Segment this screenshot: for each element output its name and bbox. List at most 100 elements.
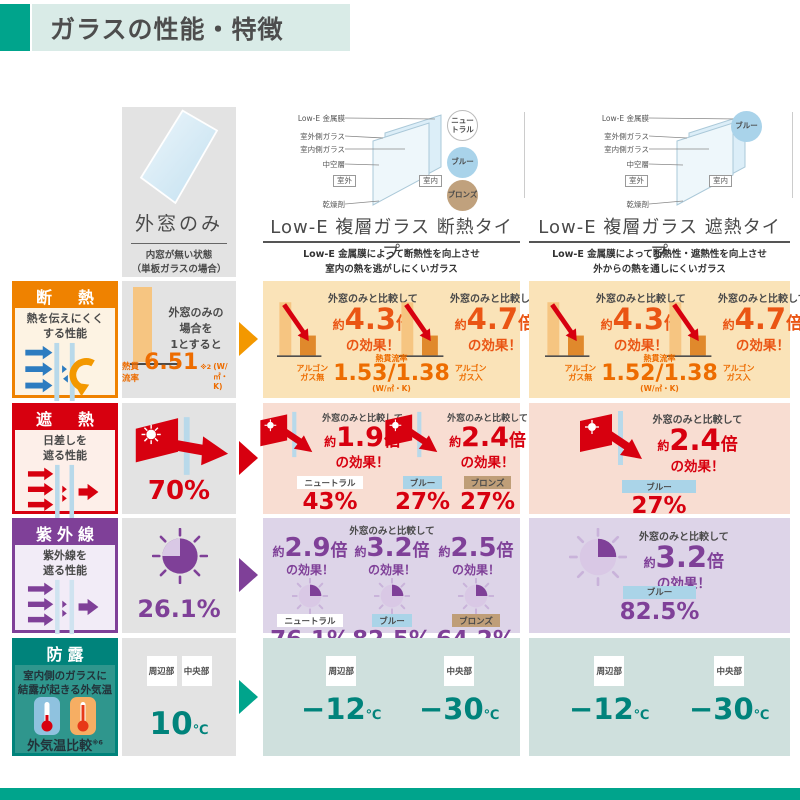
effect-block: 外窓のみと比較して 約 4.7 倍 の効果！ [667,290,800,370]
result-blue: ブルー 27% [395,476,450,515]
cell-condensation-outer: 周辺部 中央部 10 ℃ [122,638,236,756]
swatch-blue: ブルー [731,111,762,142]
cell-uv-shield: 外窓のみと比較して 約 3.2 倍 の効果！ ブルー 82.5% [529,518,790,633]
insulation-icon [25,342,95,401]
edge-label-box: 周辺部 [594,656,625,686]
column-header-shield: Low-E 金属膜 室外側ガラス 室内側ガラス 中空層 乾燥剤 室外 室内 ブル… [529,107,790,277]
center-label-box: 中央部 [181,656,212,686]
outer-column-title: 外窓のみ [134,212,223,235]
result-blue: ブルー 27% [622,480,696,519]
cell-uv-outer: 26.1% [122,518,236,633]
diagram-label-air-layer: 中空層 [322,160,346,169]
solar-gain-outer-value: 70% [147,476,211,506]
glazing-pane-graphic [345,114,442,206]
cell-insulation-outer: 外窓のみの 場合を 1とすると 熱貫流率 6.51 ※2 (W/㎡・K) [122,281,236,398]
sun-block-icon [385,411,438,458]
cell-insulation-insul: 外窓のみと比較して 約4.3倍 の効果！ 外窓のみと比較して 約4.7倍 の効果… [263,281,540,398]
glass-color-tag: ニュートラル [277,614,343,627]
glazing-pane-graphic [649,114,746,206]
effect-block: 外窓のみと比較して 約 2.4 倍 の効果！ ブルー 27% ブロンズ 27% [385,411,528,515]
heat-shield-icon [27,464,99,519]
diagram-label-lowe-film: Low-E 金属膜 [297,114,345,123]
row-header-condensation: 防露 室内側のガラスに 結露が起きる外気温 外気温比較※6 [12,638,118,756]
glazing-diagram: Low-E 金属膜 室外側ガラス 室内側ガラス 中空層 乾燥剤 室外 室内 [585,109,797,211]
shield-column-subtitle: Low-E 金属膜によって断熱性・遮熱性を向上させ 外からの熱を通しにくいガラス [552,249,767,275]
title-accent-square [0,4,30,51]
page-title: ガラスの性能・特徴 [50,14,284,44]
row-title-insulation: 断 熱 [15,284,115,308]
uv-pie-icon [374,578,410,614]
column-header-outer: 外窓のみ 内窓が無い状態 （単板ガラスの場合） [122,107,236,277]
cell-uv-insul: 約2.9倍 の効果！ ニュートラル 76.1% 外窓のみと比較して 約3.2倍 … [263,518,520,653]
insulation-column-title: Low-E 複層ガラス 断熱タイプ [270,217,513,264]
result-bronze: ブロンズ 27% [460,476,515,515]
uv-pie-icon [458,578,494,614]
center-label-box: 中央部 [714,656,745,686]
swatch-neutral: ニュー トラル [447,110,478,141]
bar-comparison-icon [277,302,322,357]
divider [529,241,790,243]
glass-color-tag: ブルー [622,585,697,599]
cell-heat-shield-shield: 外窓のみと比較して 約 2.4 倍 の効果！ ブルー 27% [529,403,790,519]
footer-bar [0,788,800,800]
effect-block: 外窓のみと比較して 約4.3倍 の効果！ [277,290,418,370]
diagram-label-desiccant: 乾燥剤 [626,200,650,209]
effect-block: 約2.9倍 の効果！ ニュートラル 76.1% [270,533,350,653]
right-arrow-icon [239,680,258,714]
bar-comparison-icon [545,302,590,357]
sun-block-icon [579,411,642,465]
right-arrow-icon [239,558,258,592]
effect-block: 外窓のみと比較して 約3.2倍 の効果！ ブルー 82.5% [349,526,435,653]
cell-heat-shield-outer: 70% [122,403,236,514]
edge-label-box: 周辺部 [326,656,357,686]
diagram-label-outer-glass: 室外側ガラス [300,132,345,141]
temp-group-center: 中央部 −30 ℃ [419,656,499,724]
effect-block: 外窓のみと比較して 約 4.7 倍 の効果！ [399,290,540,370]
center-label-box: 中央部 [444,656,475,686]
glazing-diagram: Low-E 金属膜 室外側ガラス 室内側ガラス 中空層 乾燥剤 室外 室内 [281,109,493,211]
uv-cut-outer-value: 26.1% [137,595,221,623]
outer-baseline-caption: 外窓のみの 場合を 1とすると [168,306,224,351]
u-value-block: アルゴン ガス無 熱貫流率 1.52/1.38 (W/㎡・K) アルゴン ガス入 [564,353,755,393]
cell-condensation-insul: 周辺部 −12 ℃ 中央部 −30 ℃ [263,638,520,756]
diagram-label-inner-glass: 室内側ガラス [300,145,345,154]
uv-pie-icon [569,528,627,586]
bar-comparison-icon [667,302,712,357]
result-blue: ブルー 82.5% [529,585,790,625]
temp-group-edge: 周辺部 −12 ℃ [569,656,649,724]
edge-label-box: 周辺部 [146,656,177,686]
diagram-label-inner-glass: 室内側ガラス [604,145,649,154]
row-title-heat-shield: 遮 熱 [15,406,115,430]
divider [131,242,227,244]
temp-group-center: 中央部 −30 ℃ [689,656,769,724]
sun-through-glass-icon [135,417,229,475]
u-value-block: アルゴン ガス無 熱貫流率 1.53/1.38 (W/㎡・K) アルゴン ガス入 [296,353,487,393]
effect-block: 約2.5倍 の効果！ ブロンズ 64.2% [436,533,516,653]
page-header: ガラスの性能・特徴 [32,4,350,51]
glass-color-tag: ブロンズ [452,614,500,627]
temp-group-edge: 周辺部 −12 ℃ [301,656,381,724]
inside-label: 室内 [419,175,442,187]
glass-color-tag: ブルー [622,480,696,493]
glass-color-tag: ブロンズ [463,476,512,489]
inside-label: 室内 [709,175,732,187]
effect-block: 外窓のみと比較して 約 2.4 倍 の効果！ ブルー 27% [579,411,742,519]
cell-insulation-shield: 外窓のみと比較して 約4.3倍 の効果！ 外窓のみと比較して 約4.7倍 の効果… [529,281,800,398]
cell-condensation-shield: 周辺部 −12 ℃ 中央部 −30 ℃ [529,638,790,756]
effect-block: 外窓のみと比較して 約 3.2 倍 の効果！ [569,528,729,592]
header-divider [524,112,525,198]
right-arrow-icon [239,322,258,356]
swatch-bronze: ブロンズ [447,180,478,211]
row-title-uv: 紫外線 [15,521,115,545]
uv-block-icon [27,579,99,634]
diagram-label-outer-glass: 室外側ガラス [604,132,649,141]
bar-comparison-icon [399,302,444,357]
single-glass-pane-icon [139,109,219,205]
outer-column-subtitle: 内窓が無い状態 （単板ガラスの場合） [131,249,227,275]
thermometer-warm-icon [70,697,96,736]
bar-outer-window [133,287,152,362]
shield-column-title: Low-E 複層ガラス 遮熱タイプ [538,217,781,264]
